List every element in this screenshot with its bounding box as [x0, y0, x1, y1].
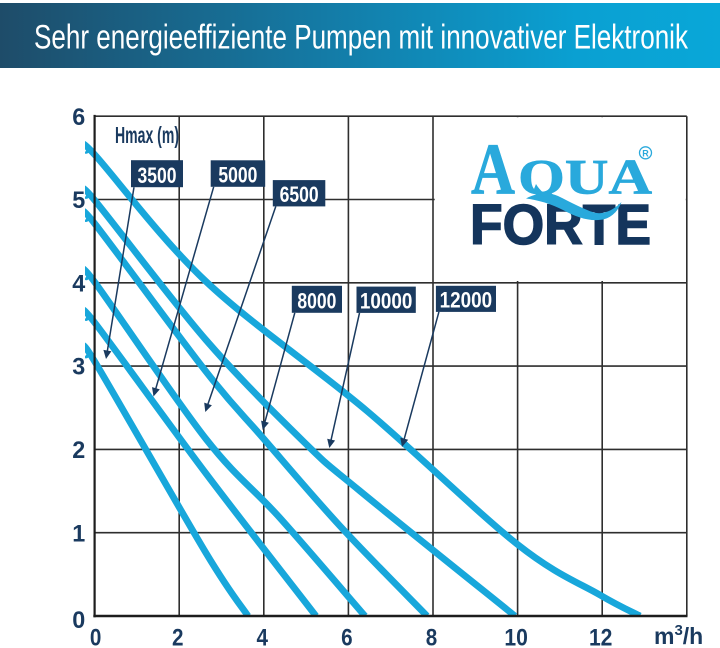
svg-text:6: 6 — [72, 104, 85, 131]
svg-text:10000: 10000 — [360, 289, 413, 314]
svg-text:8000: 8000 — [297, 289, 336, 314]
svg-text:A: A — [471, 129, 515, 210]
svg-text:4: 4 — [257, 625, 269, 648]
svg-text:6: 6 — [341, 625, 353, 648]
svg-text:3500: 3500 — [138, 163, 177, 188]
svg-text:8: 8 — [426, 625, 438, 648]
svg-text:R: R — [642, 148, 649, 158]
svg-text:2: 2 — [72, 437, 85, 464]
svg-text:10: 10 — [504, 625, 528, 648]
svg-text:Hmax (m): Hmax (m) — [115, 122, 179, 148]
svg-text:6500: 6500 — [280, 182, 319, 207]
svg-text:5: 5 — [72, 187, 85, 214]
svg-text:1: 1 — [72, 520, 85, 547]
svg-text:FORTE: FORTE — [470, 193, 651, 257]
svg-text:12: 12 — [589, 625, 613, 648]
svg-text:0: 0 — [90, 625, 102, 648]
svg-text:12000: 12000 — [440, 288, 493, 313]
svg-text:2: 2 — [172, 625, 184, 648]
svg-text:3: 3 — [72, 354, 85, 381]
svg-text:Sehr energieeffiziente Pumpen: Sehr energieeffiziente Pumpen mit innova… — [34, 19, 689, 57]
svg-text:0: 0 — [72, 607, 85, 634]
svg-text:m3/h: m3/h — [654, 622, 703, 648]
svg-text:4: 4 — [72, 270, 86, 297]
svg-text:5000: 5000 — [218, 163, 257, 188]
